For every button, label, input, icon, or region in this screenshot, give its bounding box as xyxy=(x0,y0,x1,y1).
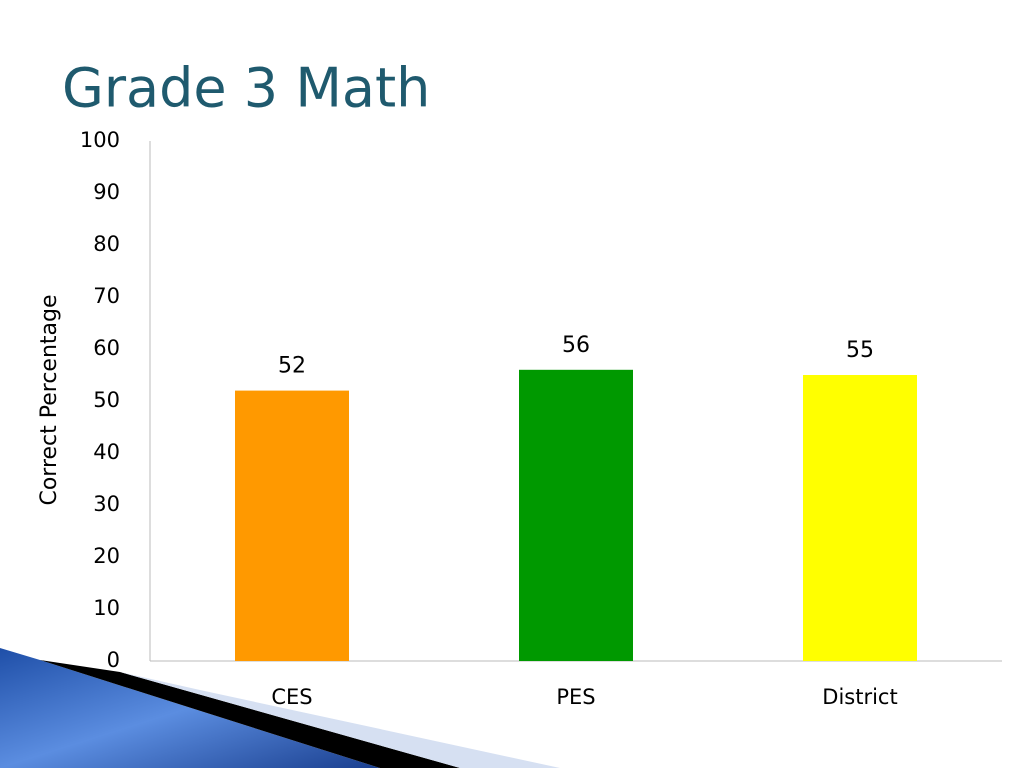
y-tick-label: 30 xyxy=(93,492,120,516)
y-tick-label: 70 xyxy=(93,284,120,308)
bar xyxy=(803,375,917,661)
y-tick-label: 50 xyxy=(93,388,120,412)
x-tick-label: CES xyxy=(271,685,312,709)
y-tick-label: 10 xyxy=(93,596,120,620)
decoration xyxy=(0,648,560,768)
y-axis-label: Correct Percentage xyxy=(37,294,62,505)
y-tick-label: 20 xyxy=(93,544,120,568)
bar xyxy=(235,390,349,661)
y-tick-label: 60 xyxy=(93,336,120,360)
x-tick-label: PES xyxy=(556,685,595,709)
data-label: 56 xyxy=(562,333,590,358)
y-tick-label: 100 xyxy=(80,128,120,152)
y-tick-label: 0 xyxy=(107,648,120,672)
y-tick-label: 40 xyxy=(93,440,120,464)
y-tick-label: 80 xyxy=(93,232,120,256)
data-label: 55 xyxy=(846,338,874,363)
x-tick-label: District xyxy=(822,685,897,709)
chart-title: Grade 3 Math xyxy=(62,57,430,120)
bar xyxy=(519,369,633,661)
y-tick-label: 90 xyxy=(93,180,120,204)
data-label: 52 xyxy=(278,354,306,379)
